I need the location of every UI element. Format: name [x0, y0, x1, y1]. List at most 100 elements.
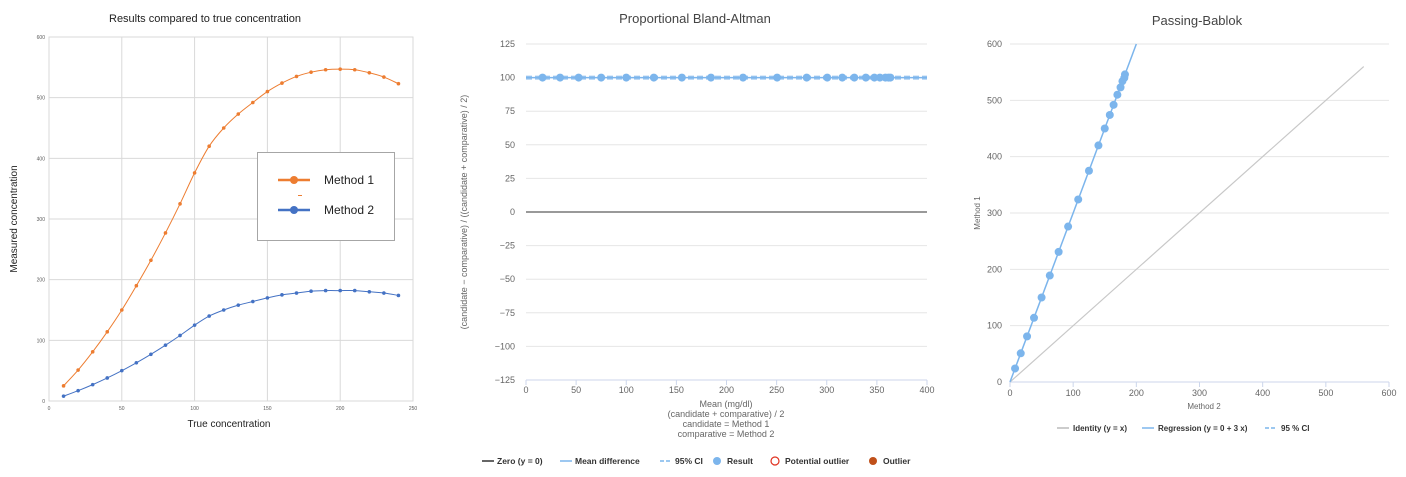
series-1-point — [367, 70, 372, 75]
passing-bablok-title: Passing-Bablok — [1152, 13, 1243, 28]
series-1-point — [178, 202, 182, 206]
legend-label: 95% CI — [675, 456, 703, 466]
data-point — [1016, 349, 1025, 358]
x-tick-label: 500 — [1318, 388, 1333, 398]
series-1-point — [338, 67, 343, 71]
x-tick-label: 400 — [919, 385, 934, 395]
x-tick-label: 50 — [571, 385, 581, 395]
y-tick-label: 125 — [500, 39, 515, 49]
series-1-point — [396, 81, 401, 86]
legend-label: Identity (y = x) — [1073, 424, 1127, 433]
y-tick-label: 100 — [37, 338, 46, 344]
bland-altman-chart: Proportional Bland-Altman 125 100 75 50 250 −2… — [459, 11, 935, 466]
series-1-point — [61, 384, 66, 388]
x-tick-label: 100 — [619, 385, 634, 395]
x-tick-label: 300 — [1192, 388, 1207, 398]
legend-small-dash — [298, 195, 302, 196]
y-tick-label: 300 — [987, 208, 1002, 218]
x-axis-label: Method 2 — [1187, 402, 1221, 411]
result-point — [597, 73, 606, 82]
result-point — [861, 73, 870, 82]
legend-label: Potential outlier — [785, 456, 850, 466]
y-tick-label: 75 — [505, 106, 515, 116]
series-2-point — [265, 296, 270, 300]
result-point — [802, 73, 811, 82]
series-1-point — [236, 112, 241, 116]
result-point — [677, 73, 686, 82]
series-2-point — [192, 323, 197, 327]
series-1-point — [309, 70, 313, 74]
legend-symbol — [770, 456, 780, 466]
results-chart-title: Results compared to true concentration — [109, 13, 301, 25]
y-tick-label: −125 — [495, 375, 515, 385]
result-point — [622, 73, 631, 82]
result-point — [850, 73, 859, 82]
regression-line — [1009, 43, 1138, 383]
data-point — [1084, 166, 1093, 175]
series-2-point — [251, 299, 255, 304]
x-tick-label: 300 — [819, 385, 834, 395]
series-1-point — [163, 231, 168, 235]
result-point — [706, 73, 715, 82]
bland-altman-panel: Proportional Bland-Altman 125 100 75 50 25 0 −2… — [440, 0, 960, 472]
result-point — [556, 73, 565, 82]
legend-method-2-label: Method 2 — [324, 203, 375, 217]
series-1-point — [149, 258, 153, 263]
series-1-point — [90, 350, 95, 354]
x-tick-label: 100 — [1066, 388, 1081, 398]
series-2-point — [207, 314, 211, 318]
series-2-point — [134, 360, 139, 365]
x-tick-label: 200 — [1129, 388, 1144, 398]
y-tick-label: 600 — [37, 35, 46, 41]
series-2-point — [352, 288, 357, 293]
series-2-point — [90, 382, 95, 387]
result-point — [649, 73, 658, 82]
series-1-point — [105, 330, 110, 334]
result-point — [574, 73, 583, 82]
x-axis-label-line: candidate = Method 1 — [683, 419, 770, 429]
series-2-point — [382, 291, 386, 295]
y-tick-label: 50 — [505, 140, 515, 150]
series-2-point — [178, 333, 182, 338]
x-tick-label: 200 — [719, 385, 734, 395]
series-1-point — [120, 308, 124, 312]
legend-symbol — [869, 457, 877, 465]
series-1-point — [251, 100, 255, 105]
y-tick-label: 0 — [997, 377, 1002, 387]
x-tick-label: 0 — [1007, 388, 1012, 398]
y-tick-label: 200 — [37, 278, 46, 284]
x-tick-label: 0 — [48, 406, 51, 412]
series-2-point — [76, 388, 80, 393]
legend-label: Outlier — [883, 456, 911, 466]
x-axis-label: True concentration — [187, 419, 270, 430]
data-point — [1109, 100, 1118, 109]
x-tick-label: 0 — [523, 385, 528, 395]
series-2-point — [236, 303, 241, 307]
y-tick-label: 100 — [500, 73, 515, 83]
y-tick-label: −50 — [500, 274, 515, 284]
series-2-point — [367, 290, 372, 294]
series-1-point — [192, 171, 197, 175]
result-point — [773, 73, 782, 82]
bland-altman-title: Proportional Bland-Altman — [619, 11, 771, 26]
results-legend: Method 1 Method 2 — [257, 152, 395, 241]
y-tick-label: 500 — [37, 96, 46, 102]
series-1-point — [134, 283, 139, 288]
y-tick-label: −25 — [500, 241, 515, 251]
x-tick-label: 200 — [336, 406, 345, 412]
result-point — [739, 73, 748, 82]
data-point — [1094, 141, 1103, 150]
series-2-point — [396, 293, 401, 298]
series-2-point — [323, 288, 328, 293]
y-tick-label: 400 — [987, 152, 1002, 162]
series-1-point — [265, 89, 270, 94]
series-2-point — [163, 343, 168, 347]
data-point — [1030, 313, 1039, 322]
x-tick-label: 250 — [769, 385, 784, 395]
series-1-point — [207, 144, 211, 148]
series-2-point — [221, 308, 226, 312]
series-2-point — [280, 293, 284, 297]
result-point — [886, 73, 895, 82]
y-axis-label: Measured concentration — [9, 165, 20, 272]
series-1-point — [221, 126, 226, 130]
